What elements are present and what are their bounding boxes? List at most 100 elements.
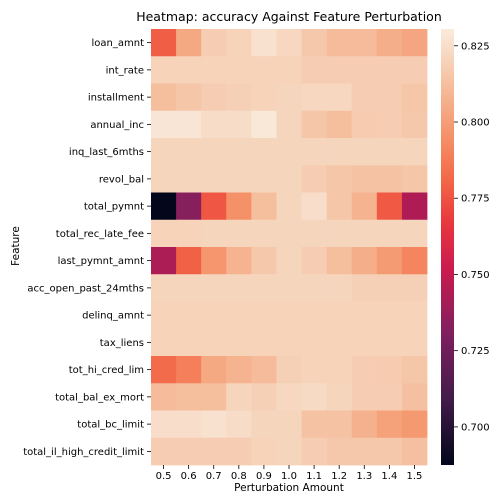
colorbar: 0.700 0.725 0.750 0.775 0.800 0.825	[441, 29, 490, 465]
heatmap-cell	[376, 328, 403, 357]
heatmap-cell	[276, 356, 302, 384]
heatmap-cell	[301, 328, 328, 357]
heatmap-cell	[226, 410, 252, 439]
heatmap-cell	[276, 29, 302, 57]
heatmap-cell	[201, 383, 227, 411]
heatmap-cell	[301, 165, 328, 193]
heatmap-cell	[201, 247, 227, 275]
heatmap-cell	[251, 165, 277, 193]
heatmap-cell	[301, 192, 328, 221]
heatmap-cell	[176, 356, 202, 384]
colorbar-tick-label: 0.775	[461, 194, 490, 205]
x-tick-label: 0.8	[231, 471, 247, 482]
heatmap-cell	[301, 247, 328, 275]
heatmap-cell	[376, 110, 403, 139]
heatmap-cell	[301, 437, 328, 466]
heatmap-cell	[226, 301, 252, 330]
heatmap-cell	[351, 138, 378, 166]
heatmap-cell	[326, 328, 353, 357]
heatmap-cell	[351, 56, 378, 84]
heatmap-cell	[176, 301, 202, 330]
heatmap-cell	[401, 165, 428, 193]
y-tick-label: revol_bal	[99, 174, 144, 185]
y-tick-label: tax_liens	[100, 338, 144, 349]
heatmap-cell	[276, 437, 302, 466]
heatmap-cell	[251, 29, 277, 57]
heatmap-cell	[301, 410, 328, 439]
heatmap-cell	[226, 328, 252, 357]
y-tick-label: delinq_amnt	[82, 311, 144, 322]
heatmap-cell	[201, 410, 227, 439]
heatmap-cell	[201, 56, 227, 84]
heatmap-cell	[251, 56, 277, 84]
y-tick-label: total_pymnt	[84, 202, 144, 213]
heatmap-cell	[151, 29, 177, 57]
heatmap-cell	[401, 383, 428, 411]
heatmap-cell	[226, 56, 252, 84]
heatmap-cell	[351, 165, 378, 193]
heatmap-cell	[201, 83, 227, 112]
heatmap-cell	[251, 83, 277, 112]
heatmap-cell	[276, 83, 302, 112]
heatmap-cell	[226, 83, 252, 112]
colorbar-tick-label: 0.725	[461, 346, 490, 357]
heatmap-cell	[226, 29, 252, 57]
heatmap-cell	[401, 437, 428, 466]
x-tick-label: 0.6	[181, 471, 197, 482]
heatmap-cell	[376, 247, 403, 275]
heatmap-cell	[376, 219, 403, 248]
heatmap-cell	[351, 410, 378, 439]
heatmap-cell	[376, 192, 403, 221]
heatmap-cell	[176, 110, 202, 139]
x-tick-label: 0.7	[206, 471, 222, 482]
heatmap-cell	[276, 219, 302, 248]
heatmap-cell	[276, 410, 302, 439]
x-tick-label: 1.1	[306, 471, 322, 482]
y-tick-label: total_il_high_credit_limit	[23, 447, 144, 458]
heatmap-cell	[351, 83, 378, 112]
heatmap-cell	[326, 138, 353, 166]
heatmap-cell	[401, 192, 428, 221]
heatmap-cell	[401, 56, 428, 84]
heatmap-cell	[276, 274, 302, 302]
x-tick-label: 1.3	[356, 471, 372, 482]
heatmap-cell	[376, 29, 403, 57]
x-tick-label: 1.4	[381, 471, 397, 482]
heatmap-cell	[176, 83, 202, 112]
heatmap-cell	[226, 437, 252, 466]
y-tick-label: installment	[88, 93, 144, 104]
heatmap-cell	[326, 383, 353, 411]
heatmap-cell	[326, 410, 353, 439]
heatmap-cell	[176, 56, 202, 84]
heatmap-cell	[201, 301, 227, 330]
heatmap-cells	[151, 29, 428, 466]
heatmap-cell	[326, 56, 353, 84]
heatmap-cell	[251, 138, 277, 166]
heatmap-cell	[351, 301, 378, 330]
heatmap-cell	[376, 138, 403, 166]
heatmap-cell	[301, 83, 328, 112]
heatmap-cell	[151, 83, 177, 112]
heatmap-cell	[151, 301, 177, 330]
heatmap-cell	[301, 383, 328, 411]
heatmap-cell	[326, 247, 353, 275]
heatmap-cell	[201, 356, 227, 384]
heatmap-cell	[151, 328, 177, 357]
heatmap-cell	[351, 383, 378, 411]
heatmap-cell	[276, 165, 302, 193]
heatmap-cell	[351, 110, 378, 139]
heatmap-cell	[401, 83, 428, 112]
heatmap-cell	[326, 356, 353, 384]
heatmap-cell	[151, 165, 177, 193]
heatmap-cell	[201, 274, 227, 302]
heatmap-cell	[401, 301, 428, 330]
heatmap-cell	[276, 301, 302, 330]
heatmap-cell	[251, 192, 277, 221]
heatmap-cell	[176, 383, 202, 411]
heatmap-cell	[201, 328, 227, 357]
heatmap-cell	[376, 56, 403, 84]
heatmap-cell	[201, 165, 227, 193]
y-tick-label: tot_hi_cred_lim	[69, 365, 144, 376]
heatmap-cell	[251, 437, 277, 466]
heatmap-cell	[301, 138, 328, 166]
